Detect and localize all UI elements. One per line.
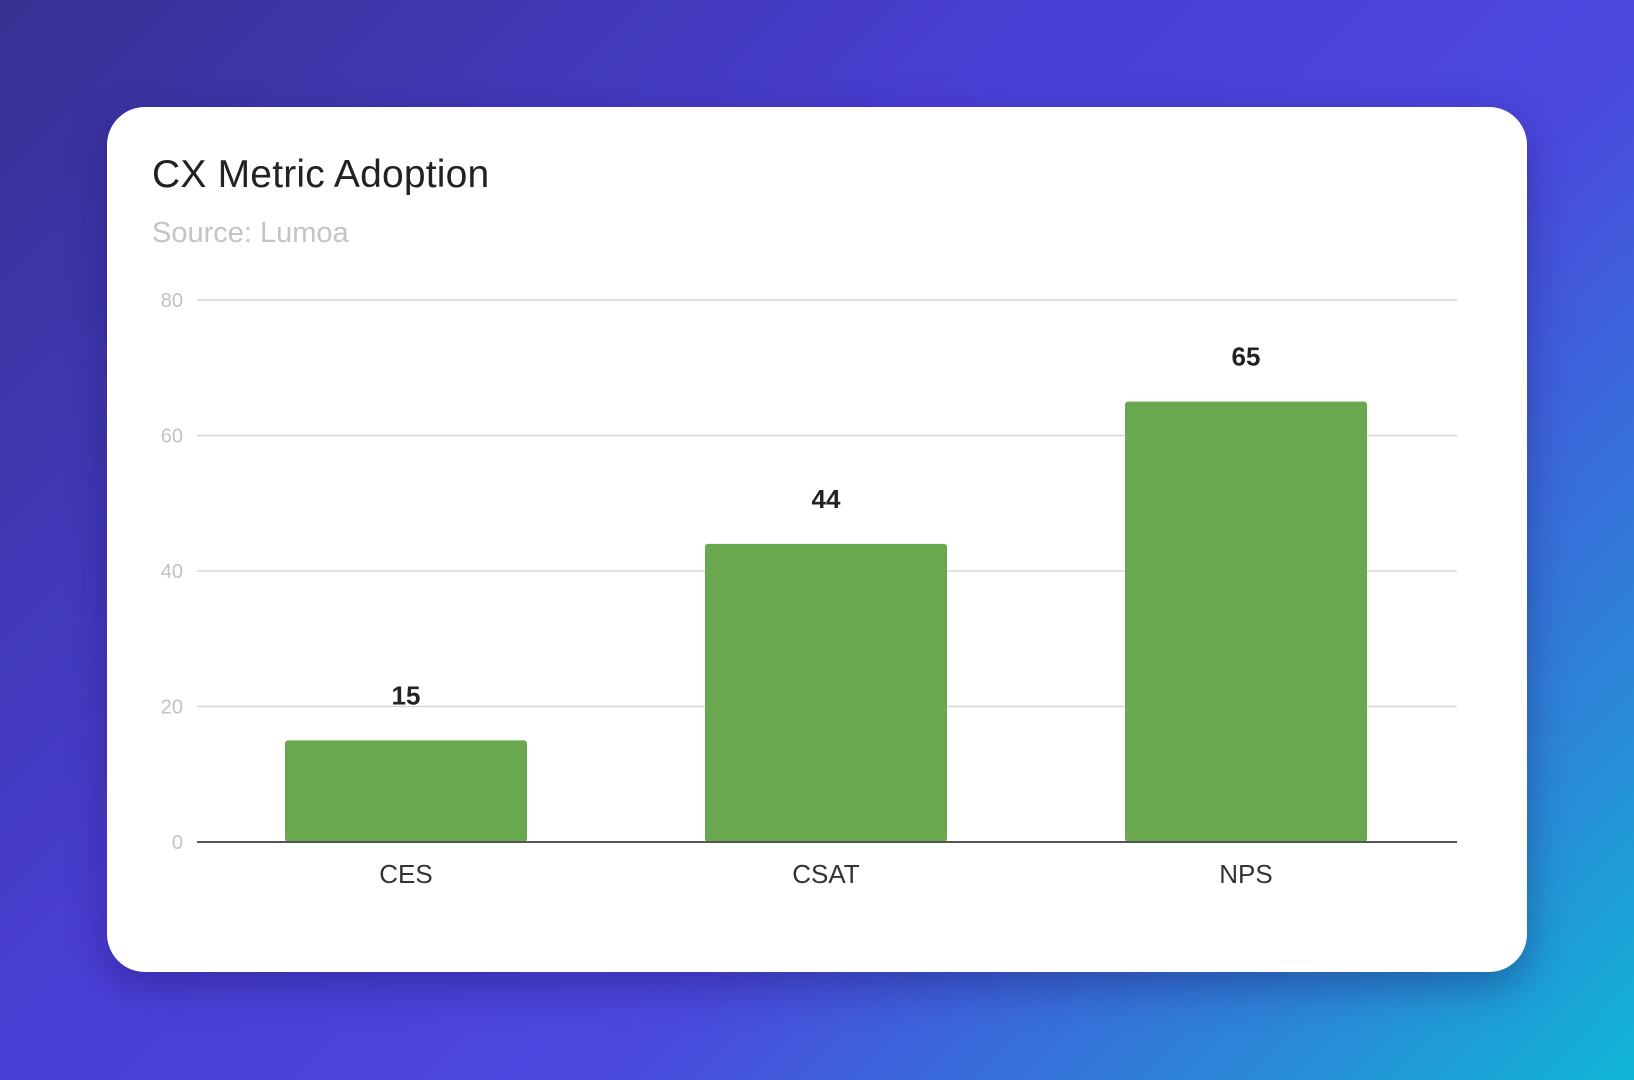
bar-nps: [1125, 401, 1367, 842]
y-tick-label: 20: [161, 697, 183, 719]
y-tick-label: 80: [161, 290, 183, 312]
bar-ces: [285, 740, 527, 842]
x-category-label: CSAT: [792, 859, 860, 889]
chart-card: CX Metric Adoption Source: Lumoa 0 20 40 60…: [107, 107, 1527, 972]
y-tick-label: 40: [161, 561, 183, 583]
x-category-label: CES: [379, 859, 432, 889]
chart-subtitle: Source: Lumoa: [152, 217, 349, 249]
data-label: 44: [812, 484, 841, 514]
data-label: 15: [392, 680, 421, 710]
y-tick-label: 60: [161, 426, 183, 448]
x-category-label: NPS: [1219, 859, 1272, 889]
bar-chart: 0 20 40 60 80 15 CES 44 CSAT 65 NPS: [161, 290, 1457, 889]
chart-title: CX Metric Adoption: [152, 153, 490, 196]
bar-csat: [705, 543, 947, 842]
y-tick-label: 0: [172, 832, 183, 854]
data-label: 65: [1232, 342, 1261, 372]
